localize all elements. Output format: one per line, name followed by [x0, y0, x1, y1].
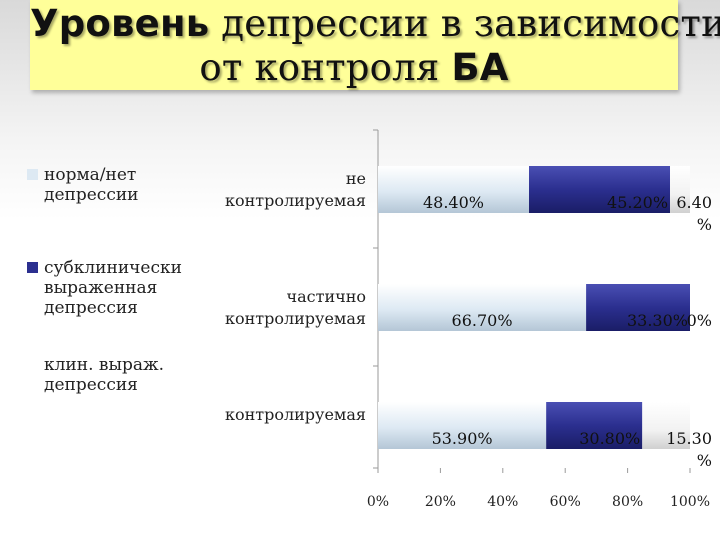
data-label: 48.40% — [423, 193, 484, 212]
data-label: 53.90% — [432, 429, 493, 448]
data-label: % — [697, 451, 712, 470]
bar-segment — [378, 402, 547, 449]
data-label: 33.30% — [627, 311, 688, 330]
x-tick-label: 100% — [670, 494, 710, 510]
data-label: 45.20% — [607, 193, 668, 212]
x-tick-label: 40% — [487, 494, 518, 510]
legend-swatch — [27, 262, 38, 273]
title-text-control: от контроля — [199, 46, 440, 89]
title-line-2: от контроля БА — [30, 46, 678, 89]
x-tick-label: 60% — [550, 494, 581, 510]
category-label: частично — [287, 287, 366, 306]
bar-segment — [378, 166, 530, 213]
bar-segment — [586, 284, 690, 331]
x-tick-label: 20% — [425, 494, 456, 510]
plot-area: 0% 20% 40% 60% 80% 100% не контролируемая частич… — [225, 129, 712, 510]
category-label: контролируемая — [225, 405, 366, 424]
x-tick-label: 80% — [612, 494, 643, 510]
data-label: 15.30 — [666, 429, 712, 448]
category-label: не — [346, 169, 366, 188]
bar-segment — [378, 284, 587, 331]
legend-label: клин. выраж. депрессия — [44, 355, 165, 395]
category-label: контролируемая — [225, 191, 366, 210]
legend-item: норма/нет депрессии — [27, 165, 194, 205]
data-label: % — [697, 215, 712, 234]
data-label: 0% — [687, 311, 712, 330]
legend-item: клин. выраж. депрессия — [27, 355, 194, 395]
data-label: 6.40 — [676, 193, 712, 212]
bar-segment — [546, 402, 643, 449]
data-label: 66.70% — [452, 311, 513, 330]
bar-segment — [642, 402, 690, 449]
legend-swatch — [27, 169, 38, 180]
title-box: Уровень депрессии в зависимости от контр… — [30, 0, 720, 90]
bar-segment — [529, 166, 671, 213]
data-label: 30.80% — [579, 429, 640, 448]
legend-label: норма/нет депрессии — [44, 165, 139, 205]
title-word-level: Уровень — [30, 2, 210, 45]
title-word-ba: БА — [451, 46, 509, 89]
bar-segment — [670, 166, 690, 213]
legend-item: субклинически выраженная депрессия — [27, 258, 194, 318]
category-label: контролируемая — [225, 309, 366, 328]
title-line-1: Уровень депрессии в зависимости — [30, 2, 720, 45]
legend-label: субклинически выраженная депрессия — [44, 258, 182, 318]
title-text-depression: депрессии в зависимости — [221, 2, 720, 45]
x-tick-label: 0% — [367, 494, 389, 510]
